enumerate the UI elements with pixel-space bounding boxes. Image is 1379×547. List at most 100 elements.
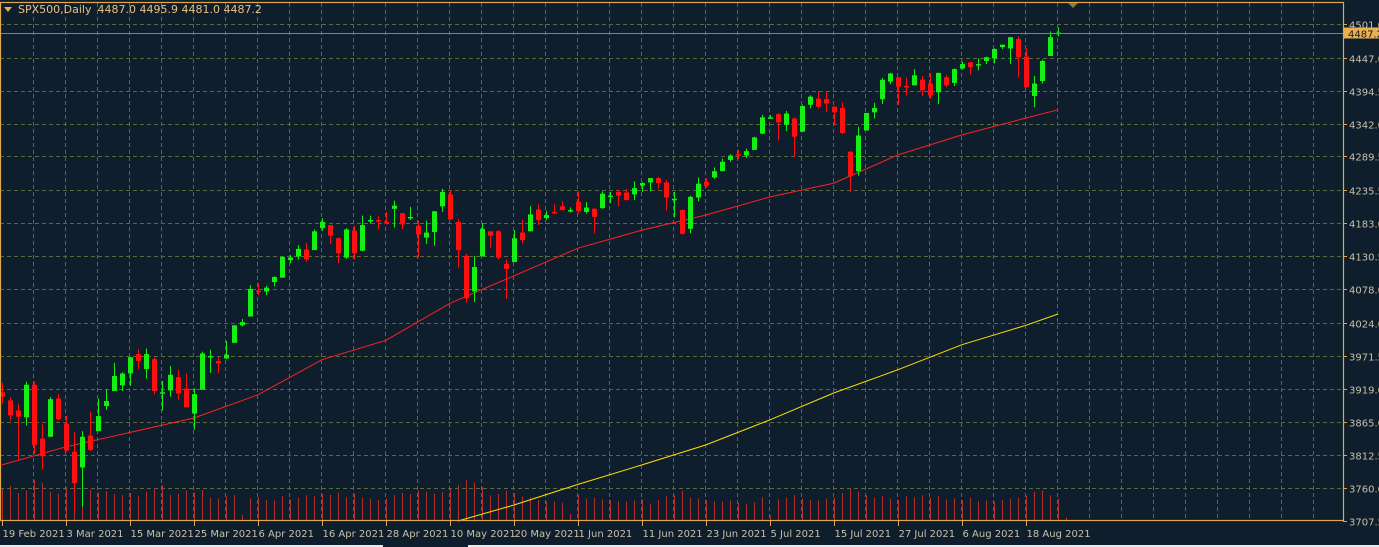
candle-body: [568, 210, 573, 212]
bear-candle: [400, 213, 405, 229]
candle-body: [528, 214, 533, 232]
time-axis[interactable]: 19 Feb 2021 3 Mar 2021 15 Mar 2021 25 Mar 2…: [2, 521, 1091, 540]
candle-body: [808, 96, 813, 105]
ma-slow-line: [457, 313, 1059, 522]
candle-body: [288, 257, 293, 261]
chart-frame: [0, 1, 1345, 522]
candle-body: [848, 151, 853, 177]
bull-candle: [248, 285, 253, 317]
price-axis[interactable]: 4501.0 4447.0 4394.5 4342.0 4289.5 4235.5 4183…: [1343, 21, 1379, 529]
candle-body: [600, 193, 605, 209]
candle-body: [248, 288, 253, 317]
dropdown-triangle-icon[interactable]: [4, 7, 12, 12]
candle-body: [24, 384, 29, 418]
candle-body: [792, 118, 797, 137]
bull-candle: [440, 188, 445, 212]
bull-candle: [208, 349, 213, 373]
bull-candle: [424, 220, 429, 244]
ma-fast-line: [1, 109, 1059, 466]
bear-candle: [216, 357, 221, 373]
bull-candle: [744, 148, 749, 159]
bull-candle: [976, 58, 981, 71]
x-tick-label: 15 Mar 2021: [131, 529, 194, 540]
bear-candle: [656, 176, 661, 189]
candle-body: [424, 232, 429, 238]
bear-candle: [256, 283, 261, 296]
bear-candle: [32, 381, 37, 454]
candle-body: [368, 220, 373, 222]
grid-lines: [0, 3, 1343, 521]
candle-body: [496, 231, 501, 258]
bull-candle: [640, 181, 645, 192]
candle-body: [280, 256, 285, 278]
bull-candle: [992, 48, 997, 64]
candle-body: [680, 210, 685, 234]
bull-candle: [856, 126, 861, 176]
y-tick-label: 3919.0: [1349, 386, 1379, 397]
x-tick-label: 6 Apr 2021: [259, 529, 314, 540]
bear-candle: [488, 231, 493, 249]
bull-candle: [112, 362, 117, 392]
bear-candle: [384, 211, 389, 225]
candle-body: [800, 106, 805, 132]
candle-body: [752, 137, 757, 150]
bull-candle: [480, 223, 485, 257]
candle-body: [440, 191, 445, 207]
bull-candle: [608, 191, 613, 204]
bull-candle: [288, 255, 293, 264]
x-tick-label: 16 Apr 2021: [323, 529, 385, 540]
candle-body: [40, 438, 45, 457]
candle-body: [976, 64, 981, 66]
candle-body: [312, 231, 317, 251]
bull-candle: [880, 77, 885, 105]
bear-candle: [40, 424, 45, 470]
candle-body: [160, 392, 165, 394]
candle-body: [104, 401, 109, 407]
bull-candle: [160, 381, 165, 411]
chart-shift-marker-icon[interactable]: [1068, 3, 1078, 8]
bull-candle: [728, 154, 733, 162]
candle-body: [448, 194, 453, 220]
candle-body: [432, 211, 437, 232]
candle-body: [344, 229, 349, 258]
bull-candle: [784, 111, 789, 132]
candle-body: [336, 238, 341, 254]
bull-candle: [128, 356, 133, 387]
bull-candle: [1056, 27, 1061, 37]
y-tick-label: 4078.0: [1349, 286, 1379, 297]
bear-candle: [88, 411, 93, 452]
bear-candle: [8, 397, 13, 421]
bull-candle: [360, 215, 365, 252]
candle-body: [120, 373, 125, 386]
candle-body: [1008, 37, 1013, 49]
bear-candle: [56, 394, 61, 421]
bottom-tab-bar[interactable]: [0, 543, 1379, 547]
tab-strip-segment: [468, 545, 1379, 547]
current-price-label: 4487.2: [1344, 27, 1379, 41]
bear-candle: [448, 189, 453, 221]
candle-body: [272, 277, 277, 283]
candle-body: [64, 423, 69, 451]
bull-candle: [120, 372, 125, 392]
candle-body: [384, 221, 389, 224]
candle-body: [840, 107, 845, 133]
bull-candle: [104, 389, 109, 410]
y-tick-label: 4501.0: [1349, 21, 1379, 32]
bear-candle: [16, 403, 21, 460]
candle-body: [536, 209, 541, 221]
candle-body: [16, 410, 21, 417]
bear-candle: [1016, 36, 1021, 78]
bear-candle: [792, 117, 797, 157]
bull-candle: [192, 388, 197, 430]
candle-body: [960, 64, 965, 69]
bear-candle: [336, 237, 341, 264]
candle-body: [480, 228, 485, 257]
candle-body: [128, 357, 133, 374]
candle-body: [376, 220, 381, 222]
bull-candle: [344, 228, 349, 259]
candle-body: [192, 394, 197, 414]
bull-candle: [368, 215, 373, 224]
candle-body: [8, 400, 13, 416]
bear-candle: [840, 102, 845, 135]
